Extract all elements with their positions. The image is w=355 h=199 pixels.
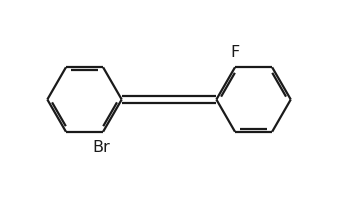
Text: Br: Br — [93, 140, 110, 155]
Text: F: F — [230, 45, 240, 60]
